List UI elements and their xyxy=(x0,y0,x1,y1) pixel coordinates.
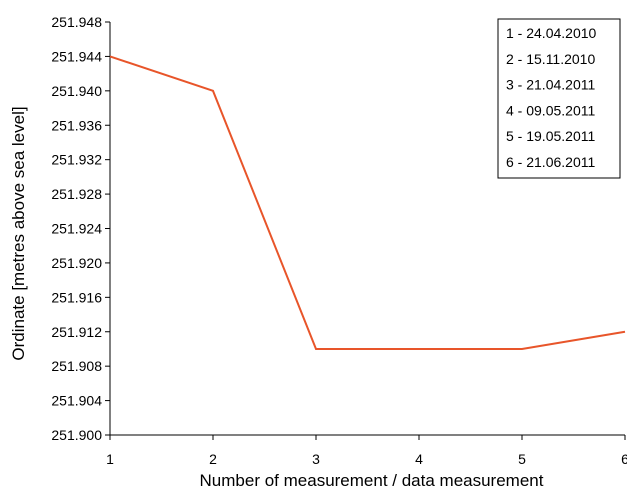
x-axis-ticks: 1 2 3 4 5 6 xyxy=(106,435,627,467)
y-tick-label: 251.924 xyxy=(51,221,102,237)
x-tick-label: 1 xyxy=(106,451,114,467)
legend-entry: 3 - 21.04.2011 xyxy=(506,77,595,93)
y-tick-label: 251.940 xyxy=(51,83,102,99)
legend-entry: 1 - 24.04.2010 xyxy=(506,25,597,41)
y-tick-label: 251.944 xyxy=(51,48,102,64)
x-tick-label: 2 xyxy=(209,451,217,467)
y-tick-label: 251.912 xyxy=(51,324,102,340)
legend-box xyxy=(497,18,621,179)
plot-area xyxy=(109,55,626,350)
legend: 1 - 24.04.2010 2 - 15.11.2010 3 - 21.04.20… xyxy=(497,18,621,179)
x-tick-label: 6 xyxy=(621,451,627,467)
y-tick-label: 251.908 xyxy=(51,358,102,374)
y-tick-label: 251.936 xyxy=(51,117,102,133)
y-tick-label: 251.900 xyxy=(51,427,102,443)
y-tick-label: 251.928 xyxy=(51,186,102,202)
y-tick-label: 251.948 xyxy=(51,14,102,30)
legend-entry: 4 - 09.05.2011 xyxy=(506,102,595,118)
series-line xyxy=(109,55,626,350)
x-tick-label: 3 xyxy=(312,451,320,467)
legend-entry: 5 - 19.05.2011 xyxy=(506,128,595,144)
legend-entry: 2 - 15.11.2010 xyxy=(506,51,595,67)
x-tick-label: 4 xyxy=(415,451,423,467)
y-axis-title: Ordinate [metres above sea level] xyxy=(9,106,28,360)
y-axis-ticks: 251.900 251.904 251.908 251.912 251.916 251.9… xyxy=(51,14,110,443)
legend-entry: 6 - 21.06.2011 xyxy=(506,154,595,170)
y-tick-label: 251.920 xyxy=(51,255,102,271)
y-tick-label: 251.904 xyxy=(51,393,102,409)
y-tick-label: 251.932 xyxy=(51,152,102,168)
x-tick-label: 5 xyxy=(518,451,526,467)
x-axis-title: Number of measurement / data measurement xyxy=(200,471,544,490)
y-tick-label: 251.916 xyxy=(51,289,102,305)
